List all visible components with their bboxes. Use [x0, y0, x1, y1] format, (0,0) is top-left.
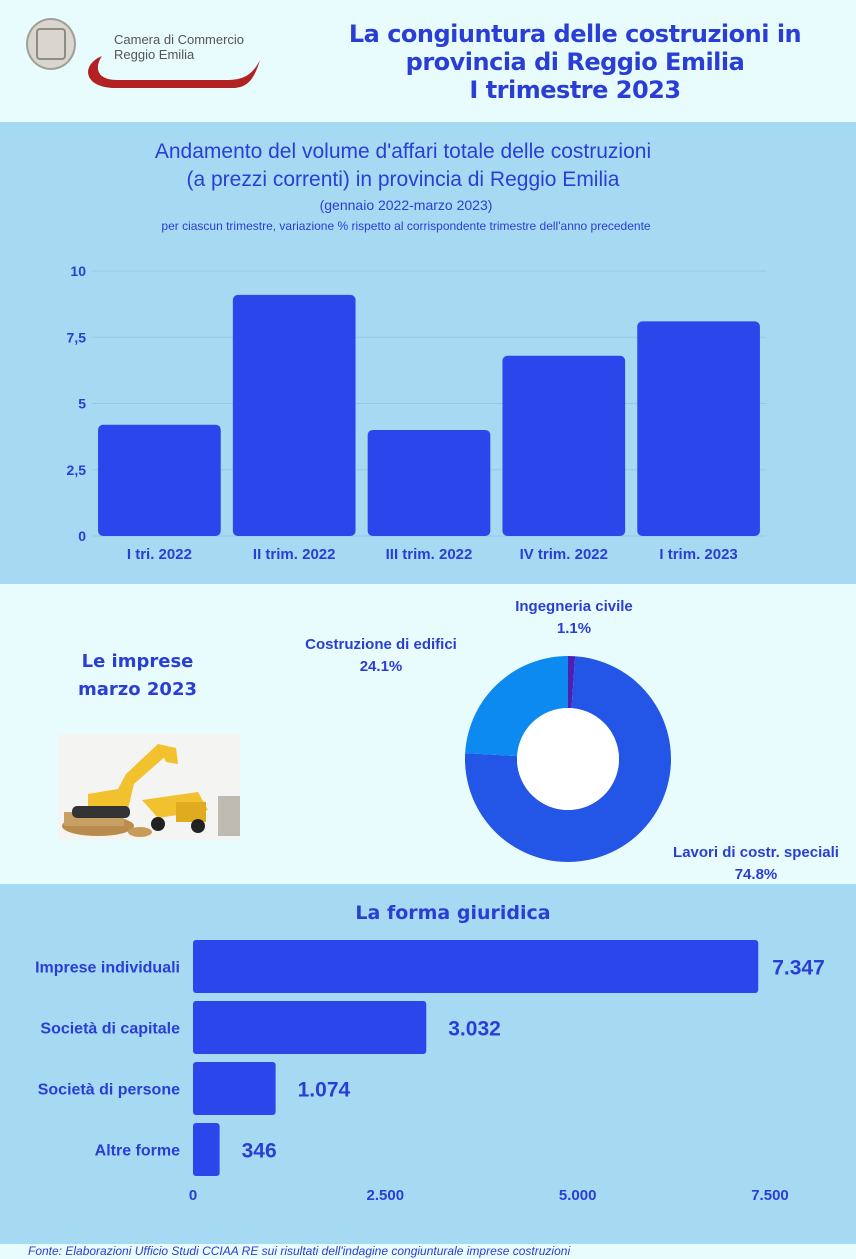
revenue-bar	[367, 430, 491, 536]
construction-toys-coins-image	[58, 734, 240, 840]
value-label: 7.347	[772, 957, 825, 980]
companies-title: Le imprese marzo 2023	[60, 648, 215, 704]
donut-label-edifici: Costruzione di edifici 24.1%	[272, 634, 490, 678]
category-label: Altre forme	[95, 1143, 180, 1160]
legal-form-bar	[193, 1062, 276, 1115]
category-label: Società di capitale	[40, 1021, 180, 1038]
main-title: La congiuntura delle costruzioni in prov…	[320, 20, 830, 104]
revenue-bar-chart: 0 2,5 5 7,5 10 I tri. 2022 II trim. 2022 III tr…	[67, 263, 766, 563]
value-label: 346	[242, 1140, 277, 1163]
y-tick-label: 2,5	[67, 462, 87, 478]
donut-label-speciali-name: Lavori di costr. speciali	[673, 844, 839, 861]
x-tick-label: II trim. 2022	[253, 546, 336, 563]
x-tick-label: I trim. 2023	[659, 546, 737, 563]
donut-label-ingegneria-name: Ingegneria civile	[515, 598, 633, 615]
revenue-chart-period: (gennaio 2022-marzo 2023)	[319, 197, 493, 213]
main-title-line-3: I trimestre 2023	[469, 76, 681, 104]
category-label: Società di persone	[38, 1082, 180, 1099]
organization-name: Camera di Commercio Reggio Emilia	[114, 32, 244, 62]
x-tick-label: I tri. 2022	[127, 546, 192, 563]
revenue-chart-title-line-1: Andamento del volume d'affari totale del…	[154, 140, 652, 163]
donut-label-speciali: Lavori di costr. speciali 74.8%	[656, 842, 856, 886]
activity-donut-chart	[465, 656, 671, 862]
companies-title-line-2: marzo 2023	[78, 679, 197, 700]
y-tick-label: 10	[70, 263, 86, 279]
category-label: Imprese individuali	[35, 960, 180, 977]
value-label: 3.032	[448, 1018, 501, 1041]
x-tick-label: 5.000	[559, 1187, 597, 1204]
header	[0, 0, 856, 122]
x-tick-label: IV trim. 2022	[520, 546, 608, 563]
legal-form-bar	[193, 940, 759, 993]
legal-form-bar-chart: Imprese individuali 7.347 Società di capit…	[35, 940, 825, 1204]
main-title-line-1: La congiuntura delle costruzioni in	[348, 20, 802, 48]
y-tick-label: 5	[78, 396, 86, 412]
value-label: 1.074	[298, 1079, 351, 1102]
revenue-bar	[637, 321, 760, 536]
x-tick-label: 2.500	[367, 1187, 405, 1204]
donut-label-ingegneria-value: 1.1%	[556, 620, 592, 637]
revenue-bar	[98, 424, 221, 536]
y-tick-label: 7,5	[67, 329, 87, 345]
main-title-line-2: provincia di Reggio Emilia	[405, 48, 745, 76]
x-tick-label: 0	[189, 1187, 197, 1204]
donut-label-ingegneria: Ingegneria civile 1.1%	[486, 596, 662, 640]
donut-label-edifici-name: Costruzione di edifici	[305, 636, 457, 653]
donut-slice	[465, 656, 568, 757]
donut-slice	[568, 656, 576, 709]
source-note: Fonte: Elaborazioni Ufficio Studi CCIAA …	[28, 1244, 571, 1258]
chamber-seal-logo	[26, 18, 76, 70]
revenue-bar	[502, 355, 626, 536]
legal-form-chart-title: La forma giuridica	[355, 902, 551, 924]
companies-title-line-1: Le imprese	[81, 651, 194, 672]
x-tick-label: 7.500	[751, 1187, 789, 1204]
x-tick-label: III trim. 2022	[386, 546, 473, 563]
donut-slice	[465, 656, 671, 862]
revenue-chart-subtitle: per ciascun trimestre, variazione % risp…	[161, 219, 651, 233]
revenue-chart-title: Andamento del volume d'affari totale del…	[0, 138, 806, 194]
revenue-chart-title-line-2: (a prezzi correnti) in provincia di Regg…	[186, 168, 620, 191]
legal-form-bar	[193, 1123, 220, 1176]
org-name-line-1: Camera di Commercio	[114, 32, 245, 47]
y-tick-label: 0	[78, 528, 86, 544]
donut-hole	[517, 708, 619, 810]
donut-label-speciali-value: 74.8%	[734, 866, 778, 883]
logo-swoosh-icon	[88, 56, 260, 88]
seal-emblem-icon	[36, 28, 66, 60]
donut-label-edifici-value: 24.1%	[359, 658, 403, 675]
legal-form-bar	[193, 1001, 427, 1054]
revenue-bar	[232, 294, 356, 536]
org-name-line-2: Reggio Emilia	[114, 47, 195, 62]
